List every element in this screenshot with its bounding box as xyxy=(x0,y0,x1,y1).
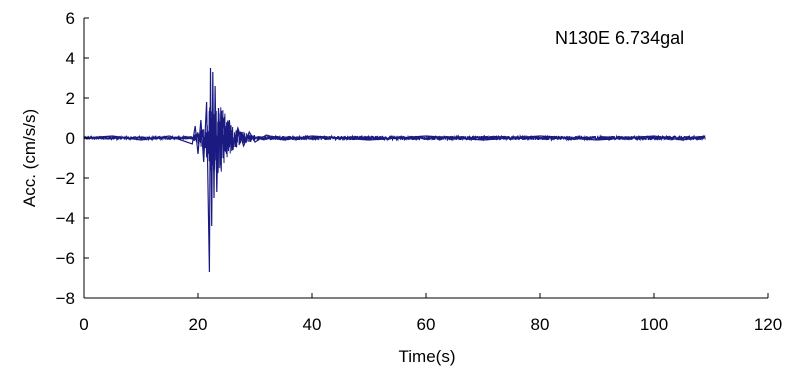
x-tick-label: 60 xyxy=(417,315,436,334)
y-tick-label: −4 xyxy=(56,209,75,228)
series-line xyxy=(83,67,706,273)
y-tick-label: 4 xyxy=(66,49,75,68)
y-tick-label: −8 xyxy=(56,289,75,308)
x-tick-label: 80 xyxy=(531,315,550,334)
x-tick-label: 120 xyxy=(754,315,782,334)
axes xyxy=(83,18,768,299)
x-axis-title: Time(s) xyxy=(399,347,456,366)
x-tick-label: 100 xyxy=(640,315,668,334)
x-tick-label: 40 xyxy=(303,315,322,334)
y-tick-label: 2 xyxy=(66,89,75,108)
y-tick-label: −6 xyxy=(56,249,75,268)
y-tick-label: −2 xyxy=(56,169,75,188)
plot-area xyxy=(83,67,706,273)
y-tick-label: 6 xyxy=(66,9,75,28)
chart-annotation: N130E 6.734gal xyxy=(555,28,684,48)
x-tick-label: 0 xyxy=(79,315,88,334)
y-axis-title: Acc. (cm/s/s) xyxy=(20,109,39,207)
series-trace xyxy=(83,107,706,174)
y-tick-label: 0 xyxy=(66,129,75,148)
x-tick-label: 20 xyxy=(189,315,208,334)
